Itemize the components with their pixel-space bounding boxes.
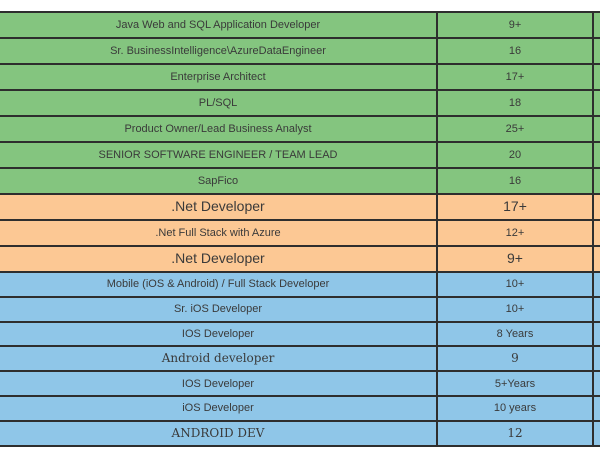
experience-cell: 9 [436,345,594,373]
experience-cell: 16 [436,167,594,195]
job-title-cell: ANDROID DEV [0,419,438,447]
clipped-cell [592,115,600,143]
experience-cell: 20 [436,141,594,169]
clipped-cell [592,345,600,373]
jobs-experience-table: Java Web and SQL Application Developer 9… [0,11,600,447]
job-title-cell: iOS Developer [0,394,438,422]
clipped-cell [592,219,600,247]
table-row: Sr. BusinessIntelligence\AzureDataEngine… [0,37,600,65]
clipped-cell [592,245,600,273]
table-row: Product Owner/Lead Business Analyst 25+ [0,115,600,143]
clipped-cell [592,11,600,39]
job-title-cell: IOS Developer [0,320,438,348]
clipped-cell [592,89,600,117]
job-title-cell: .Net Full Stack with Azure [0,219,438,247]
table-row: IOS Developer 5+Years [0,370,600,397]
table-row: .Net Developer 17+ [0,193,600,221]
clipped-cell [592,37,600,65]
table-row: SapFico 16 [0,167,600,195]
experience-cell: 17+ [436,63,594,91]
experience-cell: 9+ [436,245,594,273]
clipped-cell [592,167,600,195]
job-title-cell: Sr. BusinessIntelligence\AzureDataEngine… [0,37,438,65]
clipped-cell [592,370,600,397]
table-row: Android developer 9 [0,345,600,373]
job-title-cell: Java Web and SQL Application Developer [0,11,438,39]
experience-cell: 17+ [436,193,594,221]
experience-cell: 12+ [436,219,594,247]
experience-cell: 9+ [436,11,594,39]
experience-cell: 10+ [436,271,594,298]
job-title-cell: IOS Developer [0,370,438,397]
table-row: Sr. iOS Developer 10+ [0,295,600,323]
job-title-cell: Android developer [0,345,438,373]
table-row: Java Web and SQL Application Developer 9… [0,11,600,39]
clipped-cell [592,193,600,221]
experience-cell: 10 years [436,394,594,422]
table-row: .Net Full Stack with Azure 12+ [0,219,600,247]
table-row: ANDROID DEV 12 [0,419,600,447]
clipped-cell [592,419,600,447]
experience-cell: 25+ [436,115,594,143]
table-row: PL/SQL 18 [0,89,600,117]
table-row: Enterprise Architect 17+ [0,63,600,91]
job-title-cell: Mobile (iOS & Android) / Full Stack Deve… [0,271,438,298]
job-title-cell: SapFico [0,167,438,195]
job-title-cell: Enterprise Architect [0,63,438,91]
clipped-cell [592,271,600,298]
job-title-cell: Sr. iOS Developer [0,295,438,323]
table-row: iOS Developer 10 years [0,394,600,422]
experience-cell: 12 [436,419,594,447]
experience-cell: 18 [436,89,594,117]
job-title-cell: PL/SQL [0,89,438,117]
job-title-cell: .Net Developer [0,245,438,273]
table-row: Mobile (iOS & Android) / Full Stack Deve… [0,271,600,298]
experience-cell: 8 Years [436,320,594,348]
clipped-cell [592,295,600,323]
experience-cell: 5+Years [436,370,594,397]
experience-cell: 16 [436,37,594,65]
clipped-cell [592,320,600,348]
clipped-cell [592,394,600,422]
clipped-cell [592,141,600,169]
experience-cell: 10+ [436,295,594,323]
job-title-cell: SENIOR SOFTWARE ENGINEER / TEAM LEAD [0,141,438,169]
job-title-cell: .Net Developer [0,193,438,221]
table-row: .Net Developer 9+ [0,245,600,273]
table-row: IOS Developer 8 Years [0,320,600,348]
table-row: SENIOR SOFTWARE ENGINEER / TEAM LEAD 20 [0,141,600,169]
job-title-cell: Product Owner/Lead Business Analyst [0,115,438,143]
clipped-cell [592,63,600,91]
